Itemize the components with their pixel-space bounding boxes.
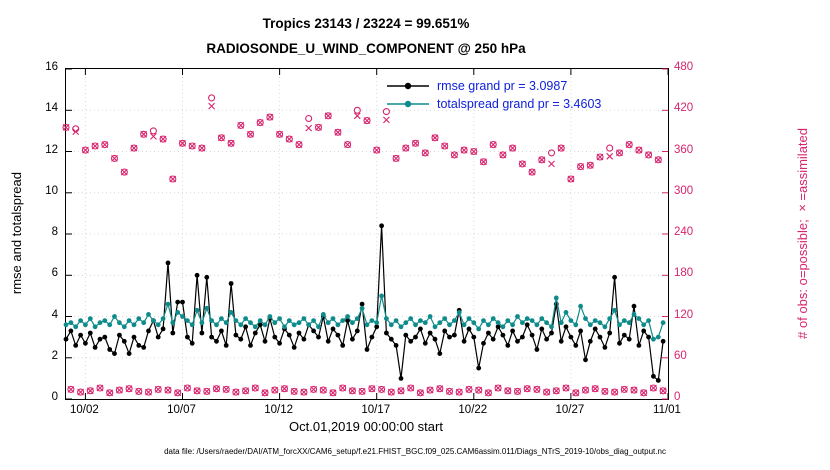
series-possible	[62, 94, 667, 397]
x-tick-10/27: 10/27	[555, 404, 585, 416]
x-tick-10/17: 10/17	[361, 404, 391, 416]
chart-title-line2: RADIOSONDE_U_WIND_COMPONENT @ 250 hPa	[206, 41, 526, 56]
y-tick-right-300: 300	[674, 184, 694, 197]
x-axis-label: Oct.01,2019 00:00:00 start	[289, 419, 443, 434]
x-tick-10/22: 10/22	[458, 404, 488, 416]
y-tick-right-60: 60	[674, 349, 687, 362]
y-tick-left-6: 6	[51, 267, 58, 280]
legend-item-rmse: rmse grand pr = 3.0987	[386, 79, 601, 93]
x-tick-10/07: 10/07	[167, 404, 196, 416]
data-file-caption: data file: /Users/raeder/DAI/ATM_forcXX/…	[164, 447, 666, 456]
y-tick-right-180: 180	[674, 267, 694, 280]
y-tick-left-0: 0	[51, 391, 58, 403]
y-tick-right-0: 0	[674, 391, 681, 403]
axis-tick-marks	[66, 68, 669, 400]
y-tick-right-120: 120	[674, 308, 694, 321]
x-tick-11/01: 11/01	[653, 404, 681, 416]
y-tick-left-10: 10	[45, 184, 58, 197]
x-tick-10/02: 10/02	[70, 404, 99, 416]
y-tick-right-240: 240	[674, 226, 694, 238]
legend-marker-rmse	[387, 82, 429, 90]
x-tick-10/12: 10/12	[264, 404, 293, 416]
series-rmse	[63, 223, 666, 383]
y-tick-left-12: 12	[45, 143, 58, 156]
grid	[66, 69, 668, 399]
y-tick-left-8: 8	[51, 226, 58, 238]
y-tick-right-420: 420	[674, 102, 694, 115]
series-assimilated	[62, 102, 667, 397]
legend-marker-totalspread	[387, 100, 429, 108]
y-axis-right-label: # of obs: o=possible; ×=assimilated	[792, 68, 812, 398]
legend: rmse grand pr = 3.0987 totalspread grand…	[386, 79, 601, 111]
plot-canvas	[62, 68, 669, 400]
y-tick-right-360: 360	[674, 143, 694, 156]
y-tick-left-4: 4	[51, 308, 58, 321]
y-tick-left-2: 2	[51, 349, 58, 362]
chart-title-line1: Tropics 23143 / 23224 = 99.651%	[262, 16, 470, 31]
y-tick-left-16: 16	[45, 61, 58, 73]
y-axis-right-label-text: # of obs: o=possible; ×=assimilated	[794, 127, 810, 339]
plot-area	[62, 68, 669, 400]
y-tick-right-480: 480	[674, 61, 694, 73]
y-tick-left-14: 14	[45, 102, 58, 115]
legend-item-totalspread: totalspread grand pr = 3.4603	[386, 97, 601, 111]
legend-label-totalspread: totalspread grand pr = 3.4603	[437, 97, 602, 111]
series-totalspread	[63, 293, 666, 342]
legend-label-rmse: rmse grand pr = 3.0987	[437, 79, 568, 93]
